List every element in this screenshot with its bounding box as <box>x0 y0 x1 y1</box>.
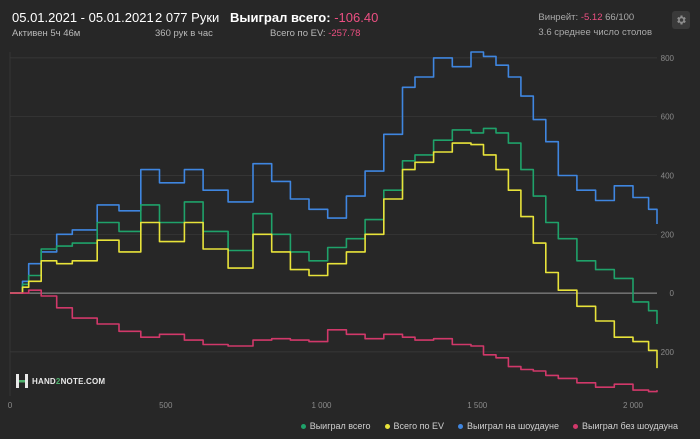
legend-item-won-total[interactable]: Выиграл всего <box>300 421 371 431</box>
x-tick-label: 0 <box>8 401 13 410</box>
y-tick-label: 800 <box>661 54 675 63</box>
series-line <box>10 289 658 393</box>
hand2note-logo-icon <box>16 374 28 388</box>
grid-lines <box>9 52 657 396</box>
x-tick-label: 1 500 <box>467 401 488 410</box>
y-tick-label: 200 <box>661 348 675 357</box>
y-tick-label: 200 <box>661 230 675 239</box>
y-tick-label: 400 <box>661 171 675 180</box>
date-block: 05.01.2021 - 05.01.2021 Активен 5ч 46м <box>12 10 154 39</box>
ev-value: -257.78 <box>328 28 361 39</box>
x-tick-label: 500 <box>159 401 173 410</box>
series-lines <box>10 51 658 393</box>
x-tick-label: 2 000 <box>623 401 644 410</box>
legend-item-non-showdown[interactable]: Выиграл без шоудауна <box>573 421 678 431</box>
won-block: Выиграл всего: -106.40 Всего по EV: -257… <box>230 10 378 39</box>
legend-dot <box>573 423 578 429</box>
hands-per-hour: 360 рук в час <box>155 28 213 39</box>
won-total-value: -106.40 <box>334 10 379 25</box>
legend-item-ev[interactable]: Всего по EV <box>384 421 444 431</box>
hands-block: 2 077 Руки 360 рук в час <box>155 10 219 39</box>
winrate-value: -5.12 <box>580 12 603 23</box>
legend-dot <box>300 423 306 429</box>
legend-dot <box>384 423 390 429</box>
hands-count: 2 077 Руки <box>155 10 220 25</box>
winrate-block: Винрейт: -5.12 66/100 3.6 среднее число … <box>538 12 652 42</box>
date-range: 05.01.2021 - 05.01.2021 <box>12 10 154 25</box>
active-time: Активен 5ч 46м <box>12 28 81 39</box>
x-tick-labels: 0 500 1 000 1 500 2 000 <box>8 401 644 410</box>
avg-tables: 3.6 среднее число столов <box>538 27 652 38</box>
ev-label: Всего по EV: <box>270 28 326 39</box>
series-line <box>10 127 658 324</box>
stats-header: 05.01.2021 - 05.01.2021 Активен 5ч 46м 2… <box>0 0 700 48</box>
logo: HAND2NOTE.COM <box>16 374 105 388</box>
legend: Выиграл всего Всего по EV Выиграл на шоу… <box>300 421 678 431</box>
y-tick-labels: 200 0 200 400 600 800 <box>661 54 675 357</box>
logo-text: HAND2NOTE.COM <box>32 376 106 386</box>
legend-dot <box>458 423 464 429</box>
x-tick-label: 1 000 <box>311 401 332 410</box>
won-total-label: Выиграл всего: <box>230 10 331 25</box>
winrate-suffix: 66/100 <box>605 12 635 23</box>
series-line <box>10 142 658 369</box>
y-tick-label: 0 <box>670 289 675 298</box>
gear-icon <box>677 15 686 25</box>
legend-item-showdown[interactable]: Выиграл на шоудауне <box>458 421 559 431</box>
winrate-label: Винрейт: <box>538 12 579 23</box>
y-tick-label: 600 <box>661 113 675 122</box>
series-line <box>10 51 658 294</box>
settings-button[interactable] <box>672 11 690 29</box>
